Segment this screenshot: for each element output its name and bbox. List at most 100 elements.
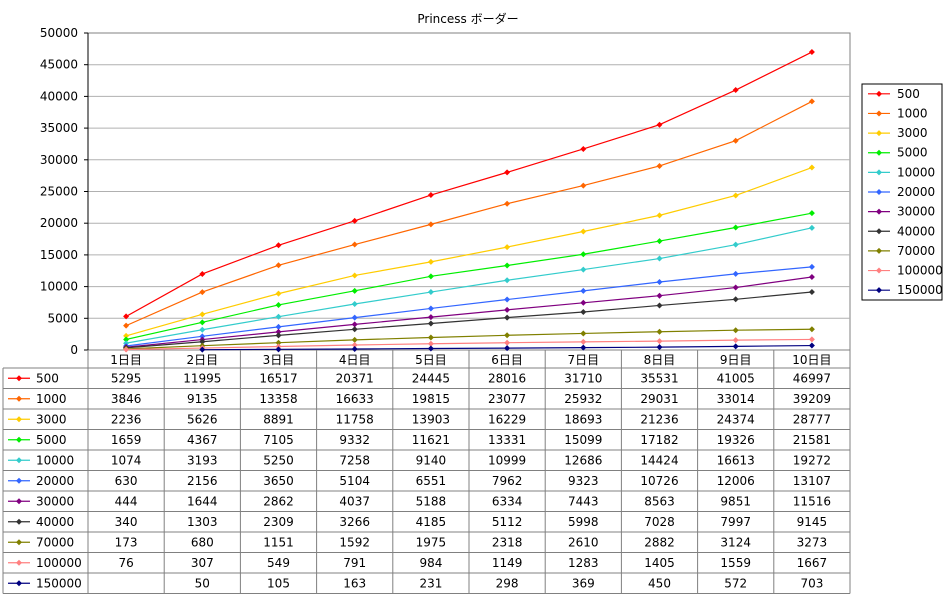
table-cell: 33014	[717, 392, 755, 406]
table-cell: 31710	[564, 371, 602, 385]
table-cell: 3273	[797, 535, 828, 549]
data-point	[199, 338, 206, 345]
legend-entry: 150000	[868, 283, 943, 297]
table-cell: 12686	[564, 453, 602, 467]
series-line	[125, 227, 813, 344]
table-cell: 369	[572, 576, 595, 590]
table-cell: 2610	[568, 535, 599, 549]
data-point	[580, 330, 587, 337]
row-legend-marker	[16, 457, 22, 464]
x-tick-label: 7日目	[567, 353, 599, 367]
table-cell: 9135	[187, 392, 218, 406]
table-cell: 7258	[339, 453, 370, 467]
legend-entry: 70000	[868, 244, 935, 258]
table-cell: 9851	[720, 494, 751, 508]
legend-label: 150000	[897, 283, 943, 297]
data-point	[808, 210, 815, 217]
row-legend-marker	[16, 375, 22, 382]
data-point	[732, 327, 739, 334]
table-row: 70000 173 680 1151 1592 1975 2318 2610 2882 3124 3…	[8, 535, 827, 549]
series-20000	[123, 263, 815, 350]
table-cell: 703	[800, 576, 823, 590]
legend-label: 5000	[897, 146, 928, 160]
data-point	[351, 272, 358, 279]
table-cell: 17182	[640, 433, 678, 447]
row-label: 3000	[36, 412, 67, 426]
table-cell: 9332	[339, 433, 370, 447]
table-row: 5000 1659 4367 7105 9332 11621 13331 15099 17182…	[8, 433, 831, 447]
data-point	[732, 296, 739, 303]
table-cell: 2862	[263, 494, 294, 508]
table-row: 40000 340 1303 2309 3266 4185 5112 5998 7028 7997…	[8, 515, 827, 529]
table-cell: 13903	[412, 412, 450, 426]
table-cell: 35531	[640, 371, 678, 385]
table-cell: 1659	[111, 433, 142, 447]
table-cell: 298	[496, 576, 519, 590]
data-point	[199, 270, 206, 277]
table-cell: 3650	[263, 474, 294, 488]
legend-marker	[876, 189, 882, 195]
table-cell: 1975	[416, 535, 447, 549]
data-point	[656, 255, 663, 262]
data-point	[656, 344, 663, 351]
table-cell: 13358	[259, 392, 297, 406]
row-label: 500	[36, 371, 59, 385]
data-point	[504, 244, 511, 251]
series-line	[125, 100, 813, 327]
series-10000	[123, 224, 815, 347]
data-point	[427, 273, 434, 280]
data-point	[427, 314, 434, 321]
row-label: 10000	[36, 453, 74, 467]
table-cell: 5104	[339, 474, 370, 488]
y-tick-label: 0	[70, 343, 78, 357]
row-legend-marker	[16, 539, 22, 546]
table-cell: 16633	[336, 392, 374, 406]
data-point	[808, 263, 815, 270]
series-1000	[123, 98, 815, 329]
row-legend-marker	[16, 580, 22, 587]
legend-entry: 1000	[868, 106, 928, 120]
legend-marker	[876, 287, 882, 294]
data-point	[732, 224, 739, 231]
data-point	[504, 262, 511, 269]
table-cell: 340	[115, 515, 138, 529]
row-legend-marker	[16, 416, 22, 423]
series-150000	[199, 342, 815, 353]
table-cell: 15099	[564, 433, 602, 447]
table-cell: 5112	[492, 515, 523, 529]
table-row: 3000 2236 5626 8891 11758 13903 16229 18693 2123…	[8, 412, 831, 426]
data-point	[275, 290, 282, 297]
table-cell: 1592	[339, 535, 370, 549]
table-cell: 28016	[488, 371, 526, 385]
table-cell: 19815	[412, 392, 450, 406]
data-point	[427, 334, 434, 341]
table-cell: 1644	[187, 494, 218, 508]
table-cell: 24374	[717, 412, 755, 426]
data-point	[427, 320, 434, 327]
table-cell: 5250	[263, 453, 294, 467]
legend-marker	[876, 169, 882, 176]
table-cell: 21581	[793, 433, 831, 447]
data-point	[199, 326, 206, 333]
data-point	[275, 339, 282, 346]
table-cell: 6551	[416, 474, 447, 488]
data-point	[199, 311, 206, 318]
data-point	[808, 336, 815, 343]
legend-label: 70000	[897, 244, 935, 258]
data-point	[123, 336, 130, 343]
table-cell: 20371	[336, 371, 374, 385]
table-cell: 5998	[568, 515, 599, 529]
series-40000	[123, 289, 815, 351]
table-cell: 4037	[339, 494, 370, 508]
table-row: 30000 444 1644 2862 4037 5188 6334 7443 8563 9851…	[8, 494, 831, 508]
table-cell: 3846	[111, 392, 142, 406]
data-point	[275, 328, 282, 335]
table-cell: 630	[115, 474, 138, 488]
table-cell: 25932	[564, 392, 602, 406]
y-tick-label: 5000	[47, 311, 78, 325]
legend-label: 1000	[897, 106, 928, 120]
legend-label: 3000	[897, 126, 928, 140]
data-point	[580, 287, 587, 294]
table-row: 1000 3846 9135 13358 16633 19815 23077 25932 290…	[8, 392, 831, 406]
